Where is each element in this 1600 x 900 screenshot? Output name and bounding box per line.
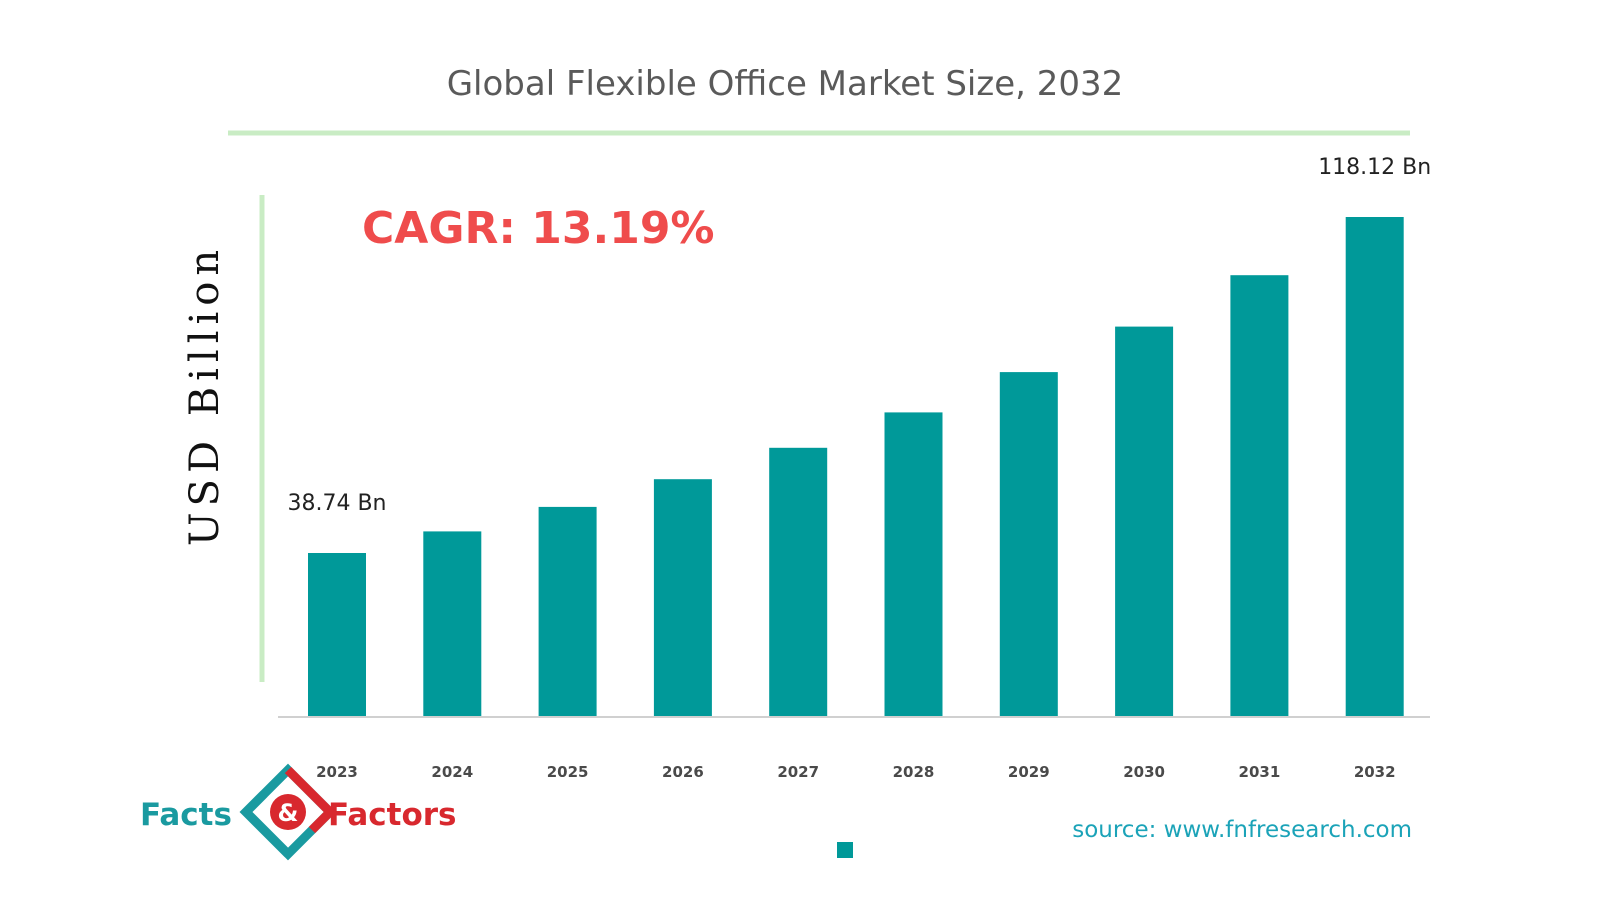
source-text: source: www.fnfresearch.com — [1072, 817, 1412, 843]
logo-text-factors: Factors — [328, 797, 457, 833]
data-labels-layer: 38.74 Bn 118.12 Bn — [287, 155, 1431, 516]
y-axis-label: USD Billion — [182, 244, 228, 546]
x-tick-label-2029: 2029 — [1008, 763, 1050, 781]
bar-2026 — [653, 479, 712, 717]
bars-layer — [308, 217, 1404, 717]
logo-ampersand: & — [278, 799, 299, 827]
x-tick-label-2025: 2025 — [547, 763, 589, 781]
x-tick-label-2026: 2026 — [662, 763, 704, 781]
data-label-2032: 118.12 Bn — [1318, 155, 1431, 180]
logo-text-facts: Facts — [140, 797, 232, 833]
legend-marker — [837, 842, 853, 858]
bar-2023 — [308, 553, 366, 717]
x-tick-label-2031: 2031 — [1239, 763, 1281, 781]
bar-2028 — [884, 412, 943, 717]
bar-2024 — [423, 531, 482, 717]
bar-2025 — [538, 506, 597, 717]
chart-title: Global Flexible Office Market Size, 2032 — [447, 64, 1124, 104]
bar-2029 — [999, 372, 1058, 717]
x-tick-label-2032: 2032 — [1354, 763, 1396, 781]
x-tick-label-2023: 2023 — [316, 763, 358, 781]
bar-2032 — [1345, 217, 1404, 717]
x-ticks-layer: 2023 2024 2025 2026 2027 2028 2029 2030 2031 2032 — [316, 763, 1395, 781]
logo-emblem-icon: & — [239, 763, 337, 861]
x-tick-label-2024: 2024 — [431, 763, 473, 781]
x-tick-label-2027: 2027 — [777, 763, 819, 781]
data-label-2023: 38.74 Bn — [287, 491, 386, 516]
bar-2027 — [769, 447, 828, 717]
bar-2030 — [1115, 326, 1174, 717]
x-tick-label-2028: 2028 — [893, 763, 935, 781]
facts-factors-logo: Facts & Factors — [140, 763, 457, 861]
bar-2031 — [1230, 275, 1289, 717]
cagr-annotation: CAGR: 13.19% — [362, 203, 715, 254]
x-tick-label-2030: 2030 — [1123, 763, 1165, 781]
